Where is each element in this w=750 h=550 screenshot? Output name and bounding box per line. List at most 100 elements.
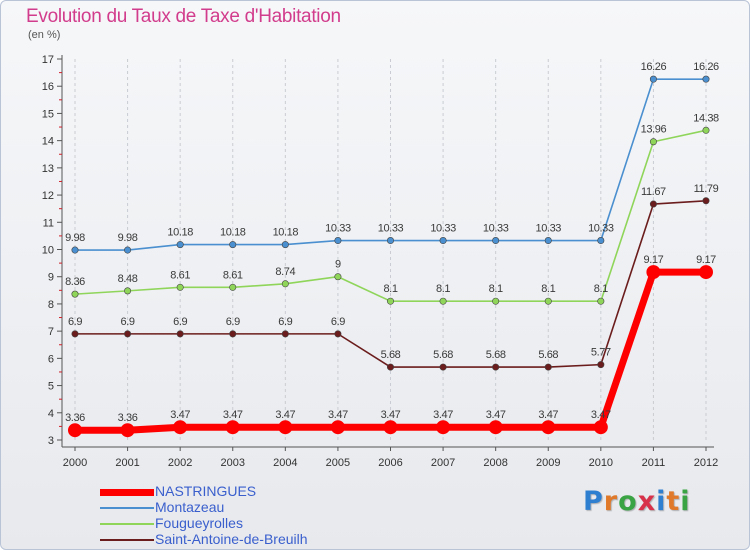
data-point: [436, 420, 451, 435]
data-label: 13.96: [641, 124, 667, 136]
data-point: [176, 241, 184, 249]
data-point: [488, 420, 503, 435]
y-tick-label: 8: [48, 299, 54, 311]
data-label: 8.1: [489, 283, 503, 295]
data-label: 5.77: [591, 347, 611, 359]
data-label: 6.9: [331, 316, 345, 328]
data-label: 10.33: [325, 223, 351, 235]
y-tick-label: 6: [48, 353, 54, 365]
legend-swatch: [100, 507, 154, 509]
data-point: [492, 297, 500, 305]
data-point: [173, 420, 188, 435]
logo-letter: o: [618, 486, 638, 517]
data-point: [593, 420, 608, 435]
legend-swatch: [100, 539, 154, 541]
data-point: [225, 420, 240, 435]
data-label: 8.61: [223, 269, 243, 281]
logo-letter: i: [680, 486, 691, 517]
data-point: [71, 290, 79, 298]
data-label: 10.18: [273, 227, 299, 239]
x-tick-label: 2005: [326, 457, 350, 469]
data-point: [649, 138, 657, 146]
y-tick-label: 9: [48, 272, 54, 284]
y-tick-label: 16: [42, 81, 54, 93]
data-label: 8.36: [65, 276, 85, 288]
data-label: 9.98: [65, 232, 85, 244]
data-point: [492, 363, 500, 371]
data-label: 5.68: [538, 349, 558, 361]
data-point: [124, 330, 132, 338]
x-tick-label: 2002: [168, 457, 192, 469]
y-tick-label: 4: [48, 408, 54, 420]
y-tick-label: 13: [42, 163, 54, 175]
data-label: 6.9: [278, 316, 292, 328]
y-tick-label: 12: [42, 190, 54, 202]
data-point: [124, 246, 132, 254]
data-point: [649, 75, 657, 83]
data-point: [281, 280, 289, 288]
legend-label: Fougueyrolles: [155, 515, 243, 531]
data-point: [229, 330, 237, 338]
y-tick-label: 17: [42, 54, 54, 66]
data-label: 8.74: [275, 266, 295, 278]
x-tick-label: 2008: [483, 457, 507, 469]
data-point: [439, 237, 447, 245]
legend-label: NASTRINGUES: [155, 483, 257, 499]
data-label: 3.47: [538, 409, 558, 421]
x-tick-label: 2010: [589, 457, 613, 469]
data-label: 8.61: [170, 269, 190, 281]
data-label: 3.47: [223, 409, 243, 421]
data-point: [646, 265, 661, 280]
data-point: [702, 197, 710, 205]
y-tick-label: 5: [48, 381, 54, 393]
data-point: [120, 423, 135, 438]
data-point: [229, 241, 237, 249]
data-point: [544, 363, 552, 371]
data-point: [702, 75, 710, 83]
y-tick-label: 10: [42, 245, 54, 257]
y-tick-label: 7: [48, 326, 54, 338]
data-label: 10.33: [483, 223, 509, 235]
chart-title: Evolution du Taux de Taxe d'Habitation: [26, 6, 341, 27]
data-label: 6.9: [68, 316, 82, 328]
data-point: [334, 273, 342, 281]
data-point: [176, 330, 184, 338]
data-point: [386, 363, 394, 371]
data-point: [386, 237, 394, 245]
x-tick-label: 2000: [63, 457, 87, 469]
data-label: 14.38: [693, 112, 719, 124]
y-tick-label: 11: [43, 217, 54, 229]
data-label: 3.36: [65, 412, 85, 424]
data-point: [330, 420, 345, 435]
data-point: [386, 297, 394, 305]
data-label: 10.33: [430, 223, 456, 235]
data-label: 10.18: [220, 227, 246, 239]
data-point: [544, 237, 552, 245]
data-point: [334, 237, 342, 245]
data-point: [649, 200, 657, 208]
data-label: 3.47: [433, 409, 453, 421]
data-label: 8.1: [436, 283, 450, 295]
legend-label: Montazeau: [155, 499, 225, 515]
data-label: 8.1: [594, 283, 608, 295]
proxiti-logo: Proxiti: [583, 486, 691, 517]
x-tick-label: 2004: [273, 457, 297, 469]
x-tick-label: 2001: [115, 457, 139, 469]
x-tick-label: 2011: [642, 457, 666, 469]
data-label: 6.9: [173, 316, 187, 328]
y-tick-label: 3: [48, 435, 54, 447]
data-point: [597, 297, 605, 305]
logo-letter: x: [637, 486, 657, 517]
data-label: 10.33: [535, 223, 561, 235]
data-label: 11.79: [694, 183, 719, 195]
data-point: [597, 361, 605, 369]
data-label: 11.67: [641, 186, 666, 198]
chart-unit-label: (en %): [28, 29, 61, 41]
data-point: [544, 297, 552, 305]
data-label: 9.17: [696, 254, 716, 266]
data-point: [71, 246, 79, 254]
logo-letter: t: [666, 486, 681, 517]
data-point: [492, 237, 500, 245]
legend-swatch: [100, 523, 154, 525]
